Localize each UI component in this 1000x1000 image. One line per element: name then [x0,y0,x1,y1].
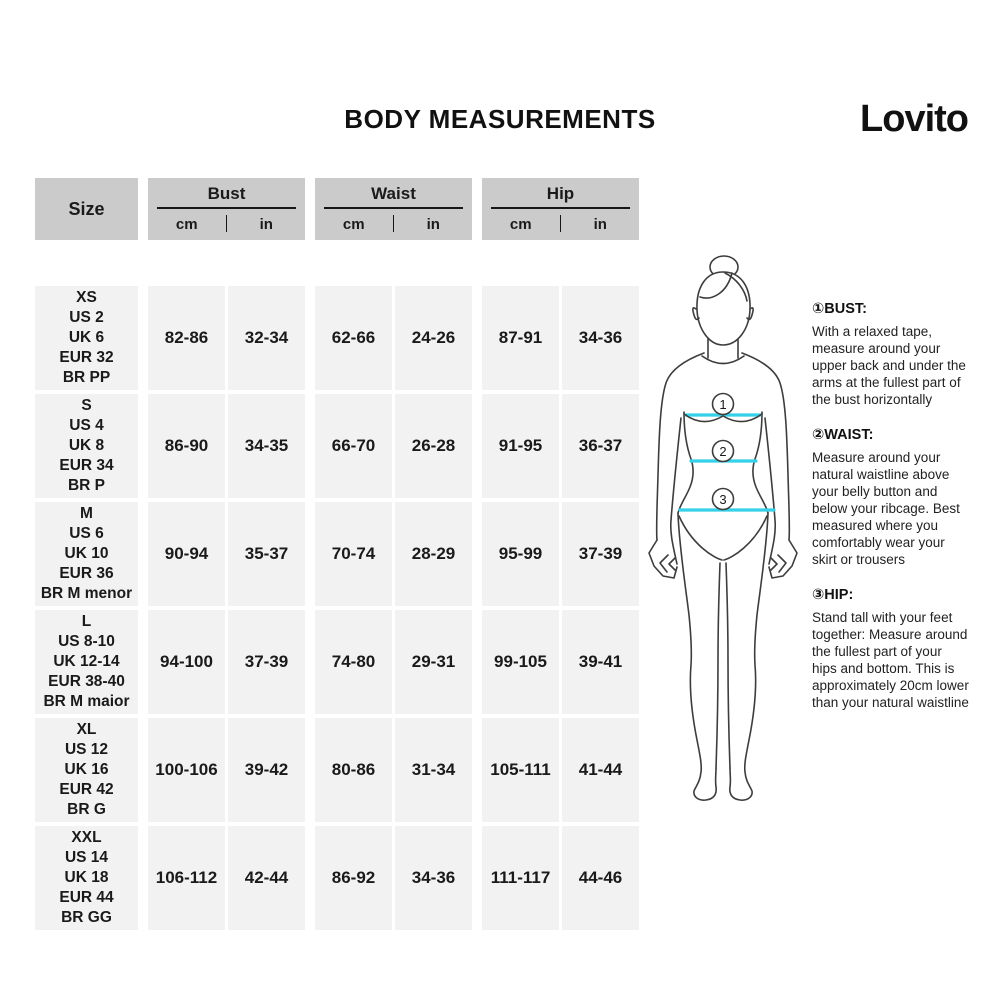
waist-cm-value: 86-92 [315,826,392,930]
waist-in-value: 28-29 [395,502,472,606]
page-title: BODY MEASUREMENTS [344,104,656,134]
size-label-xxl: XXL US 14 UK 18 EUR 44 BR GG [35,826,138,930]
hip-header-label: Hip [546,184,575,203]
waist-marker-number: 2 [719,444,726,459]
waist-in-value: 26-28 [395,394,472,498]
bust-instruction-text: With a relaxed tape, measure around your… [812,324,966,407]
waist-in-unit: in [426,216,440,233]
table-row-hip: 91-95 36-37 [482,394,639,498]
waist-in-value: 31-34 [395,718,472,822]
waist-instruction-text: Measure around your natural waistline ab… [812,450,960,567]
waist-cm-value: 70-74 [315,502,392,606]
waist-in-value: 34-36 [395,826,472,930]
table-row-waist: 70-74 28-29 [315,502,472,606]
bust-marker-number: 1 [719,397,726,412]
bust-cm-value: 100-106 [148,718,225,822]
hip-cm-unit: cm [509,216,532,233]
brand-logo: Lovito [860,98,969,140]
table-row-hip: 105-111 41-44 [482,718,639,822]
unit-divider [225,215,228,232]
unit-divider [559,215,562,232]
hip-in-value: 41-44 [562,718,639,822]
waist-header-label: Waist [371,184,416,203]
bust-cm-value: 82-86 [148,286,225,390]
bust-in-value: 35-37 [228,502,305,606]
table-row-waist: 62-66 24-26 [315,286,472,390]
table-row-bust: 90-94 35-37 [148,502,305,606]
size-label-s: S US 4 UK 8 EUR 34 BR P [35,394,138,498]
bust-instruction-heading: ①BUST: [812,301,867,317]
bust-cm-value: 106-112 [148,826,225,930]
header-divider [157,207,296,209]
waist-cm-unit: cm [342,216,365,233]
measuring-instructions: ①BUST: With a relaxed tape, measure arou… [812,301,970,730]
bust-cm-unit: cm [175,216,198,233]
table-row-bust: 86-90 34-35 [148,394,305,498]
waist-marker: 2 [711,439,735,463]
table-row-waist: 86-92 34-36 [315,826,472,930]
unit-divider [392,215,395,232]
hip-marker: 3 [711,487,735,511]
header-divider [324,207,463,209]
hip-cm-value: 111-117 [482,826,559,930]
bust-in-value: 32-34 [228,286,305,390]
hip-in-value: 44-46 [562,826,639,930]
waist-cm-value: 74-80 [315,610,392,714]
table-row-hip: 111-117 44-46 [482,826,639,930]
size-table: Size Bust cm in Waist cm in Hip cm [35,178,639,930]
bust-cm-value: 86-90 [148,394,225,498]
bust-marker: 1 [711,392,735,416]
bust-column-header: Bust cm in [148,178,305,240]
body-outline-drawing: 1 2 3 [648,255,798,801]
waist-cm-value: 80-86 [315,718,392,822]
hip-cm-value: 87-91 [482,286,559,390]
hip-marker-number: 3 [719,492,726,507]
table-row-bust: 82-86 32-34 [148,286,305,390]
bust-in-value: 42-44 [228,826,305,930]
hip-instruction-text: Stand tall with your feet together: Meas… [812,610,969,710]
hip-in-value: 36-37 [562,394,639,498]
hip-column-header: Hip cm in [482,178,639,240]
hip-cm-value: 95-99 [482,502,559,606]
hip-in-value: 37-39 [562,502,639,606]
waist-cm-value: 62-66 [315,286,392,390]
bust-in-value: 34-35 [228,394,305,498]
table-row-waist: 66-70 26-28 [315,394,472,498]
table-row-hip: 99-105 39-41 [482,610,639,714]
table-row-bust: 100-106 39-42 [148,718,305,822]
table-row-waist: 74-80 29-31 [315,610,472,714]
hip-in-unit: in [593,216,607,233]
hip-in-value: 39-41 [562,610,639,714]
table-row-bust: 106-112 42-44 [148,826,305,930]
table-row-hip: 95-99 37-39 [482,502,639,606]
hip-cm-value: 91-95 [482,394,559,498]
hip-in-value: 34-36 [562,286,639,390]
waist-in-value: 24-26 [395,286,472,390]
hip-cm-value: 99-105 [482,610,559,714]
hip-instruction-heading: ③HIP: [812,587,854,603]
size-label-m: M US 6 UK 10 EUR 36 BR M menor [35,502,138,606]
body-figure-illustration: 1 2 3 [648,253,808,803]
bust-header-label: Bust [207,184,246,203]
waist-instruction-heading: ②WAIST: [812,427,874,443]
bust-in-unit: in [259,216,273,233]
waist-column-header: Waist cm in [315,178,472,240]
size-label-xl: XL US 12 UK 16 EUR 42 BR G [35,718,138,822]
size-label-xs: XS US 2 UK 6 EUR 32 BR PP [35,286,138,390]
table-row-waist: 80-86 31-34 [315,718,472,822]
bust-cm-value: 94-100 [148,610,225,714]
size-label-l: L US 8-10 UK 12-14 EUR 38-40 BR M maior [35,610,138,714]
waist-cm-value: 66-70 [315,394,392,498]
bust-in-value: 37-39 [228,610,305,714]
bust-in-value: 39-42 [228,718,305,822]
table-row-bust: 94-100 37-39 [148,610,305,714]
waist-in-value: 29-31 [395,610,472,714]
hip-cm-value: 105-111 [482,718,559,822]
size-column-header: Size [35,178,138,240]
table-row-hip: 87-91 34-36 [482,286,639,390]
bust-cm-value: 90-94 [148,502,225,606]
header-divider [491,207,630,209]
